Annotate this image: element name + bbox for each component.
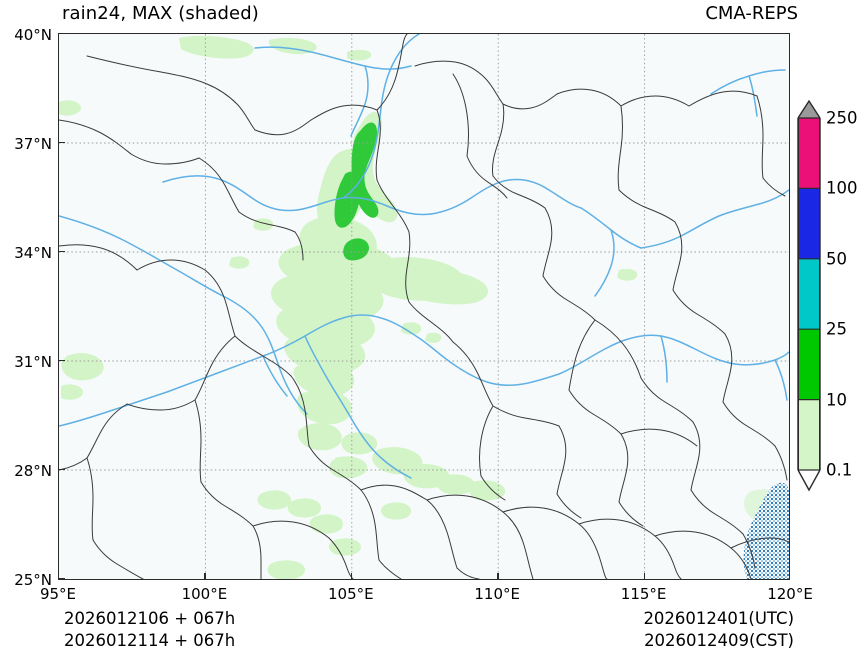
colorbar-outline [797, 99, 821, 492]
x-tick-mark [643, 573, 645, 580]
chart-title: rain24, MAX (shaded) [62, 3, 259, 24]
precip-band-medium [334, 122, 379, 261]
y-tick-label: 37°N [14, 135, 52, 153]
x-tick-mark [350, 573, 353, 580]
y-tick-mark [58, 360, 65, 362]
y-tick-label: 28°N [14, 462, 52, 480]
colorbar[interactable] [797, 99, 821, 492]
x-tick-label: 100°E [181, 585, 228, 603]
y-tick-mark [58, 251, 65, 253]
model-name-label: CMA-REPS [705, 3, 798, 24]
y-tick-mark [58, 578, 65, 580]
y-tick-label: 34°N [14, 244, 52, 262]
footer-valid-time-cst: 2026012409(CST) [644, 631, 794, 650]
x-tick-mark [204, 573, 206, 580]
footer-init-time-cst: 2026012114 + 067h [64, 631, 236, 650]
y-tick-label: 40°N [14, 26, 52, 44]
map-canvas [59, 34, 789, 579]
x-tick-mark [788, 573, 790, 580]
river-layer [59, 34, 789, 479]
colorbar-tick-50: 50 [826, 249, 847, 269]
x-tick-label: 110°E [474, 585, 520, 603]
footer-init-time-utc: 2026012106 + 067h [64, 609, 236, 628]
y-tick-mark [58, 142, 65, 144]
x-tick-mark [497, 573, 499, 580]
x-tick-label: 95°E [39, 585, 77, 603]
colorbar-tick-100: 100 [826, 178, 858, 198]
y-tick-mark [58, 469, 65, 471]
map-plot-area[interactable] [58, 33, 790, 580]
y-tick-label: 25°N [14, 571, 52, 589]
footer-valid-time-utc: 2026012401(UTC) [643, 609, 794, 628]
x-tick-label: 115°E [620, 585, 667, 603]
colorbar-tick-25: 25 [826, 319, 847, 339]
colorbar-tick-0.1: 0.1 [826, 460, 853, 480]
precip-speckle-heavy [743, 482, 789, 579]
colorbar-tick-10: 10 [826, 390, 847, 410]
colorbar-over-arrow [798, 101, 820, 118]
x-tick-label: 120°E [767, 585, 813, 603]
map-gridlines [59, 34, 789, 579]
y-tick-mark [58, 33, 65, 35]
x-tick-label: 105°E [327, 585, 374, 603]
y-tick-label: 31°N [14, 353, 52, 371]
colorbar-tick-250: 250 [826, 108, 858, 128]
administrative-borders [59, 34, 789, 579]
colorbar-under-arrow [798, 470, 820, 490]
x-tick-mark [58, 573, 60, 580]
